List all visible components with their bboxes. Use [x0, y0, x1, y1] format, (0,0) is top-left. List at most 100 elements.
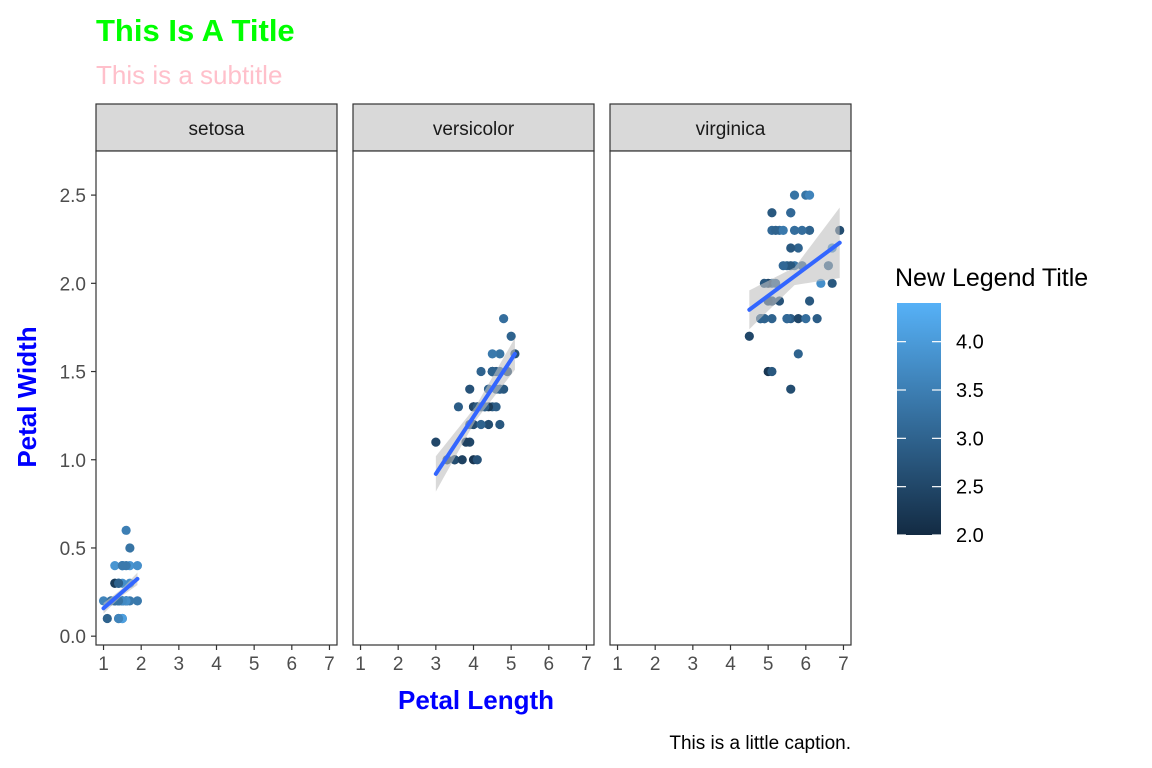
legend-tick-label: 3.0: [956, 428, 984, 450]
data-point: [483, 419, 494, 430]
x-tick-label: 1: [98, 654, 109, 675]
data-point: [793, 349, 803, 359]
y-tick-label: 2.5: [60, 186, 86, 207]
data-point: [457, 455, 467, 465]
x-tick-label: 3: [688, 654, 699, 675]
regression-line: [747, 240, 842, 312]
data-point: [767, 314, 777, 324]
data-point: [506, 331, 516, 341]
data-point: [778, 225, 788, 235]
legend-colorbar: [897, 303, 941, 535]
data-point: [789, 225, 800, 235]
data-point: [801, 314, 811, 324]
data-point: [827, 278, 837, 288]
regression-line: [101, 576, 140, 611]
y-tick-label: 0.0: [60, 627, 86, 648]
x-tick-label: 6: [287, 654, 298, 675]
legend-ticks: 2.0 2.5 3.0 3.5 4.0: [897, 332, 984, 547]
data-point: [113, 613, 124, 624]
data-point: [804, 190, 815, 200]
x-tick-label: 4: [211, 654, 222, 675]
data-point: [117, 561, 127, 571]
legend-tick-label: 3.5: [956, 380, 984, 402]
x-tick-label: 3: [431, 654, 442, 675]
chart-caption: This is a little caption.: [669, 733, 851, 754]
x-tick-label: 7: [581, 654, 592, 675]
facet-panel-versicolor: versicolor 1 2 3 4 5 6 7: [352, 103, 595, 675]
x-tick-label: 6: [801, 654, 812, 675]
chart-title: This Is A Title: [96, 13, 295, 48]
data-point: [491, 402, 501, 412]
x-tick-label: 5: [763, 654, 774, 675]
x-tick-label: 7: [324, 654, 335, 675]
data-point: [431, 437, 441, 447]
facet-strip-label: setosa: [189, 119, 245, 140]
x-axis-title: Petal Length: [398, 685, 554, 715]
data-point: [771, 225, 781, 235]
confidence-band: [749, 207, 840, 330]
facet-strip-label: versicolor: [433, 119, 515, 140]
data-point: [495, 419, 505, 430]
x-axis: 1 2 3 4 5 6 7: [355, 645, 592, 675]
y-tick-label: 0.5: [60, 539, 86, 560]
x-tick-label: 3: [174, 654, 185, 675]
data-point: [476, 366, 486, 377]
x-tick-label: 2: [650, 654, 661, 675]
data-point: [125, 543, 135, 553]
data-point: [499, 314, 509, 324]
data-point: [744, 331, 754, 341]
facet-plot-area: [95, 150, 338, 646]
color-legend: New Legend Title 2.0 2.5 3.0 3.5 4.0: [895, 264, 1088, 547]
data-point: [797, 225, 807, 235]
data-point: [786, 261, 796, 271]
x-tick-label: 7: [838, 654, 849, 675]
data-point: [793, 314, 803, 324]
data-point: [487, 349, 497, 359]
facet-panels: setosa 1 2 3 4 5 6 7 versicolor 1 2 3 4 5 6 7 virginica 1…: [95, 103, 852, 675]
data-point: [782, 314, 792, 324]
x-tick-label: 1: [355, 654, 366, 675]
x-axis: 1 2 3 4 5 6 7: [98, 645, 335, 675]
y-axis-title: Petal Width: [12, 326, 42, 467]
y-axis: 0.0 0.5 1.0 1.5 2.0 2.5: [60, 186, 96, 648]
data-point: [812, 314, 822, 324]
x-tick-label: 5: [249, 654, 260, 675]
data-point: [113, 578, 124, 588]
facet-panel-virginica: virginica 1 2 3 4 5 6 7: [609, 103, 852, 675]
legend-tick-label: 4.0: [956, 332, 984, 354]
x-tick-label: 5: [506, 654, 517, 675]
facet-plot-area: [352, 150, 595, 646]
facet-strip: [352, 103, 595, 152]
data-point: [804, 296, 815, 306]
y-tick-label: 1.5: [60, 363, 86, 384]
data-point: [786, 208, 796, 218]
data-point: [767, 208, 777, 218]
facet-plot-area: [609, 150, 852, 646]
x-tick-label: 2: [136, 654, 147, 675]
data-point: [786, 384, 796, 394]
x-tick-label: 6: [544, 654, 555, 675]
data-point: [102, 613, 112, 624]
facet-strip: [95, 103, 338, 152]
data-point: [110, 561, 120, 571]
legend-tick-label: 2.5: [956, 477, 984, 499]
data-point: [767, 366, 777, 377]
x-axis: 1 2 3 4 5 6 7: [612, 645, 849, 675]
data-point: [804, 225, 815, 235]
data-point: [778, 261, 788, 271]
data-point: [453, 402, 464, 412]
chart-subtitle: This is a subtitle: [96, 60, 282, 90]
data-point: [472, 455, 482, 465]
data-point: [132, 596, 143, 606]
facet-panel-setosa: setosa 1 2 3 4 5 6 7: [95, 103, 338, 675]
x-tick-label: 2: [393, 654, 404, 675]
x-tick-label: 4: [468, 654, 479, 675]
x-tick-label: 1: [612, 654, 623, 675]
facet-strip-label: virginica: [696, 119, 766, 140]
y-tick-label: 2.0: [60, 274, 86, 295]
data-point: [789, 190, 800, 200]
regression-line: [433, 351, 517, 476]
y-tick-label: 1.0: [60, 451, 86, 472]
data-point: [476, 419, 486, 430]
